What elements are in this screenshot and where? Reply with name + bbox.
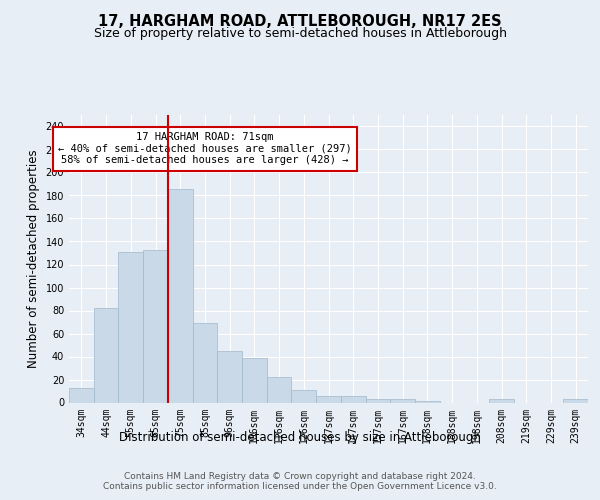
Bar [143,250,168,402]
Bar [365,399,390,402]
Bar [217,351,242,403]
Text: 17 HARGHAM ROAD: 71sqm
← 40% of semi-detached houses are smaller (297)
58% of se: 17 HARGHAM ROAD: 71sqm ← 40% of semi-det… [58,132,352,166]
Bar [118,252,143,402]
Bar [390,399,415,402]
Bar [563,399,588,402]
Bar [69,388,94,402]
Y-axis label: Number of semi-detached properties: Number of semi-detached properties [27,150,40,368]
Bar [341,396,365,402]
Bar [193,323,217,402]
Bar [267,377,292,402]
Bar [489,399,514,402]
Bar [94,308,118,402]
Text: 17, HARGHAM ROAD, ATTLEBOROUGH, NR17 2ES: 17, HARGHAM ROAD, ATTLEBOROUGH, NR17 2ES [98,14,502,29]
Text: Distribution of semi-detached houses by size in Attleborough: Distribution of semi-detached houses by … [119,431,481,444]
Text: Size of property relative to semi-detached houses in Attleborough: Size of property relative to semi-detach… [94,28,506,40]
Bar [316,396,341,402]
Text: Contains HM Land Registry data © Crown copyright and database right 2024.
Contai: Contains HM Land Registry data © Crown c… [103,472,497,491]
Bar [168,188,193,402]
Bar [292,390,316,402]
Bar [242,358,267,403]
